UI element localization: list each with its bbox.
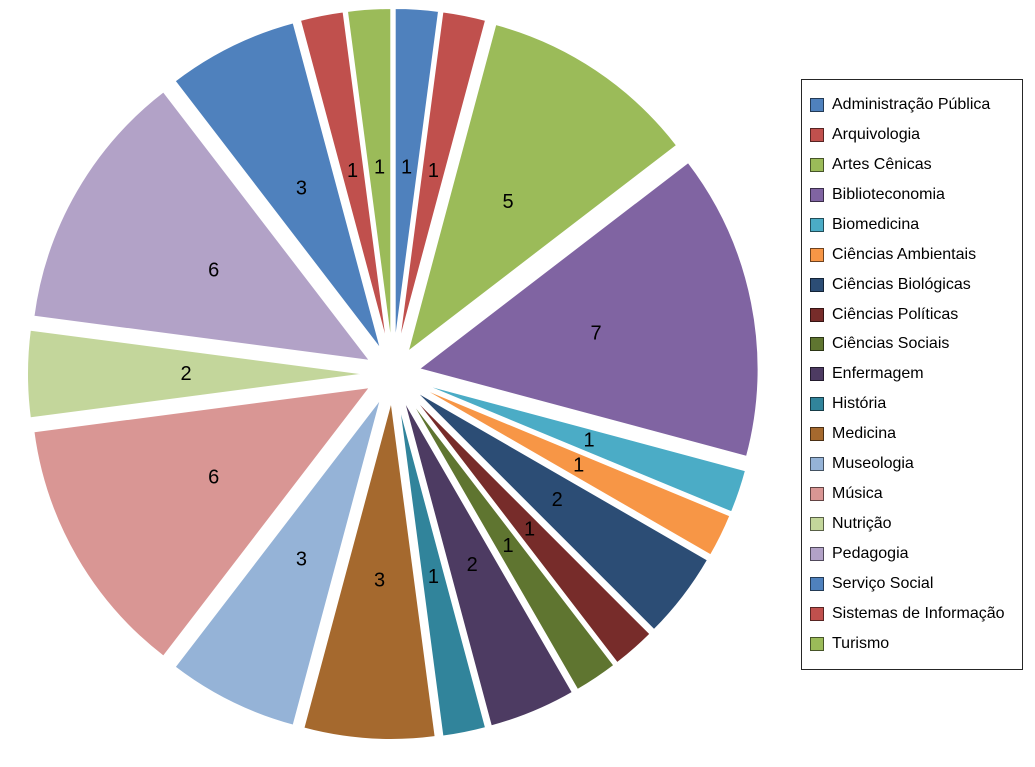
legend-swatch xyxy=(810,247,824,262)
legend-swatch xyxy=(810,427,824,442)
pie-slice-value: 1 xyxy=(428,160,439,182)
legend-item-label: Museologia xyxy=(832,455,914,473)
legend-item: História xyxy=(810,396,1018,412)
legend-swatch xyxy=(810,487,824,502)
pie-slice xyxy=(393,7,441,349)
legend-item: Arquivologia xyxy=(810,125,1018,143)
legend-swatch xyxy=(810,307,824,322)
pie-slice-value: 3 xyxy=(296,177,307,199)
legend-item-label: Enfermagem xyxy=(832,365,924,383)
pie-slice xyxy=(173,396,383,727)
pie-slice xyxy=(401,397,575,728)
legend-item-label: Serviço Social xyxy=(832,574,934,592)
legend-swatch xyxy=(810,397,824,412)
legend-swatch xyxy=(810,97,824,112)
legend-item: Ciências Políticas xyxy=(810,305,1018,323)
pie-slice xyxy=(345,7,393,349)
legend-swatch xyxy=(810,277,824,292)
legend-item: Enfermagem xyxy=(810,366,1018,382)
pie-slice-value: 1 xyxy=(401,156,412,178)
pie-slice-value: 1 xyxy=(502,535,513,557)
legend-item-label: Ciências Sociais xyxy=(832,335,950,353)
legend-item: Música xyxy=(810,486,1018,502)
pie-slice xyxy=(409,392,652,665)
legend-item-label: Música xyxy=(832,485,883,503)
pie-slice-value: 1 xyxy=(374,156,385,178)
legend-swatch xyxy=(810,606,824,621)
legend-swatch xyxy=(810,127,824,142)
legend-swatch xyxy=(810,457,824,472)
legend-item-label: Nutrição xyxy=(832,515,892,533)
pie-slice-value: 3 xyxy=(296,549,307,571)
legend-item-label: História xyxy=(832,395,887,413)
pie-slice xyxy=(412,388,710,632)
legend-swatch xyxy=(810,367,824,382)
pie-slice xyxy=(406,395,616,692)
legend-item-label: Turismo xyxy=(832,634,890,652)
legend-item: Sistemas de Informação xyxy=(810,604,1018,622)
legend-item-label: Pedagogia xyxy=(832,545,909,562)
pie-slice-value: 3 xyxy=(374,570,385,592)
pie-slice xyxy=(26,328,368,420)
legend-item: Serviço Social xyxy=(810,574,1018,592)
pie-slice xyxy=(173,21,383,352)
legend-swatch xyxy=(810,517,824,532)
legend-item: Artes Cênicas xyxy=(810,155,1018,173)
pie-slice xyxy=(32,89,373,363)
pie-slice xyxy=(298,10,389,349)
pie-slice xyxy=(417,381,748,514)
legend-swatch xyxy=(810,337,824,352)
legend-item-label: Arquivologia xyxy=(832,125,921,143)
pie-slice-value: 7 xyxy=(590,323,601,345)
legend-item: Ciências Sociais xyxy=(810,336,1018,352)
pie-slice-value: 6 xyxy=(208,467,219,489)
legend-item-label: Sistemas de Informação xyxy=(832,604,1005,622)
legend-item: Administração Pública xyxy=(810,95,1018,113)
legend-item-label: Ciências Políticas xyxy=(832,305,959,323)
pie-slice-value: 2 xyxy=(180,363,191,385)
pie-slice-value: 6 xyxy=(208,260,219,282)
legend-item-label: Artes Cênicas xyxy=(832,155,932,173)
legend-item-label: Medicina xyxy=(832,425,897,443)
legend-item-label: Ciências Ambientais xyxy=(832,245,977,263)
legend: Administração Pública Arquivologia Artes C… xyxy=(801,79,1023,670)
pie-slice-value: 1 xyxy=(583,430,594,452)
legend-item: Biomedicina xyxy=(810,215,1018,233)
legend-item: Ciências Ambientais xyxy=(810,245,1018,263)
pie-slice-value: 1 xyxy=(573,455,584,477)
pie-slice xyxy=(397,399,488,738)
legend-item: Biblioteconomia xyxy=(810,185,1018,203)
pie-slice-value: 2 xyxy=(467,554,478,576)
legend-item: Pedagogia xyxy=(810,546,1018,562)
legend-swatch xyxy=(810,576,824,591)
pie-slice xyxy=(415,384,732,557)
legend-swatch xyxy=(810,547,824,561)
legend-item-label: Biomedicina xyxy=(832,215,920,233)
legend-item-label: Ciências Biológicas xyxy=(832,275,971,293)
legend-item-label: Administração Pública xyxy=(832,95,991,113)
legend-item: Museologia xyxy=(810,456,1018,472)
pie-slice-value: 1 xyxy=(524,519,535,541)
legend-item: Nutrição xyxy=(810,516,1018,532)
legend-item: Turismo xyxy=(810,634,1018,652)
pie-slice xyxy=(405,22,679,355)
legend-swatch xyxy=(810,636,824,651)
legend-swatch xyxy=(810,157,824,172)
pie-slice-value: 2 xyxy=(552,489,563,511)
legend-item: Ciências Biológicas xyxy=(810,275,1018,293)
pie-slice xyxy=(416,160,760,459)
legend-swatch xyxy=(810,187,824,202)
pie-slice-value: 1 xyxy=(347,160,358,182)
legend-swatch xyxy=(810,217,824,232)
pie-slice xyxy=(397,10,488,349)
pie-slice-value: 5 xyxy=(502,191,513,213)
pie-slice-value: 1 xyxy=(428,566,439,588)
pie-slice xyxy=(32,385,373,659)
legend-item-label: Biblioteconomia xyxy=(832,185,945,203)
legend-item: Medicina xyxy=(810,426,1018,442)
pie-slice xyxy=(302,399,437,741)
